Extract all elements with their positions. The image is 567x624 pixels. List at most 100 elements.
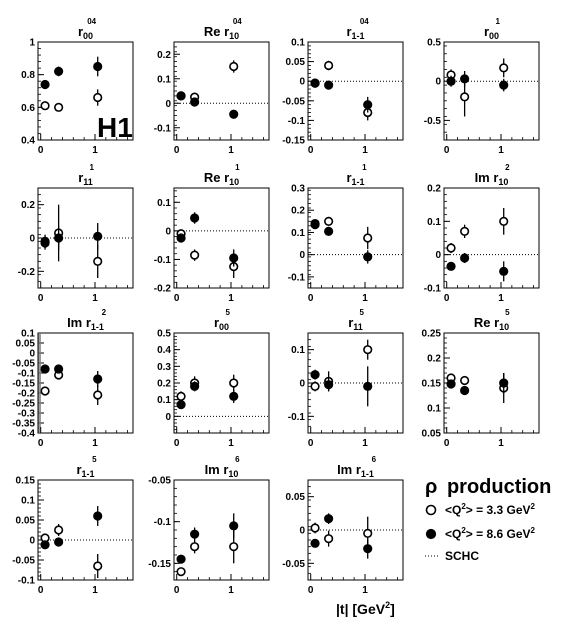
y-tick-label: 0.4 xyxy=(21,136,35,147)
y-tick-label: -0.1 xyxy=(288,272,306,283)
data-point-filled xyxy=(363,252,373,262)
legend-item-open: <Q2> = 3.3 GeV2 xyxy=(445,502,536,517)
data-point-filled xyxy=(460,253,470,263)
panel-title-superscript: 1 xyxy=(89,163,94,172)
y-tick-label: 0.1 xyxy=(21,496,35,507)
y-tick-label: 0 xyxy=(299,250,305,261)
panel-frame xyxy=(37,41,134,141)
panel-title-subscript: 1-1 xyxy=(352,31,365,41)
legend-item-filled-post: > = 8.6 GeV xyxy=(466,527,531,541)
x-tick-label: 1 xyxy=(228,438,234,449)
x-axis-title-text: |t| [GeV xyxy=(336,601,386,617)
data-point-filled xyxy=(40,79,50,90)
panel-frame xyxy=(307,187,404,289)
panel-title-subscript: 10 xyxy=(229,177,239,187)
svg-text:ρ production: ρ production xyxy=(425,476,551,498)
data-point-filled xyxy=(93,374,103,384)
panel-title-superscript: 1 xyxy=(362,163,367,172)
data-point-open xyxy=(324,534,334,544)
legend-title-word: production xyxy=(447,476,551,498)
x-tick-label: 0 xyxy=(308,585,314,596)
data-point-open xyxy=(499,216,509,226)
y-tick-label: 0 xyxy=(435,77,441,88)
data-point-filled xyxy=(310,538,320,548)
x-tick-label: 0 xyxy=(308,293,314,304)
legend-item-schc: SCHC xyxy=(445,549,479,563)
panel-title-symbol: r xyxy=(86,315,91,330)
panel-title-superscript: 5 xyxy=(505,308,510,317)
legend-open-circle-marker xyxy=(425,504,437,516)
legend-item-filled-sup: 2 xyxy=(461,526,466,535)
panel-title-superscript: 2 xyxy=(102,308,107,317)
panel-title-prefix: Im xyxy=(205,462,224,477)
x-tick-label: 1 xyxy=(228,293,234,304)
y-tick-label: 0.15 xyxy=(16,476,36,487)
x-tick-label: 1 xyxy=(362,585,368,596)
y-tick-label: 0.05 xyxy=(422,429,442,440)
y-tick-label: -0.2 xyxy=(154,284,172,295)
y-tick-label: 0.1 xyxy=(157,74,171,85)
data-point-filled xyxy=(190,529,200,539)
panel-frame xyxy=(173,41,270,141)
panel-frame xyxy=(37,187,134,289)
x-tick-label: 1 xyxy=(362,145,368,156)
x-axis-title-close: ] xyxy=(390,601,395,617)
panel-title-superscript: 04 xyxy=(87,17,96,26)
panel-title-symbol: r xyxy=(223,462,228,477)
y-tick-label: 0.1 xyxy=(291,345,305,356)
data-point-open xyxy=(40,386,50,396)
panel-title-symbol: r xyxy=(78,170,83,185)
panel-title-prefix: Re xyxy=(204,24,224,39)
y-tick-label: 0.25 xyxy=(422,329,442,340)
data-point-filled xyxy=(446,261,456,271)
y-tick-label: -0.05 xyxy=(282,559,305,570)
panel-frame xyxy=(37,332,134,434)
x-tick-label: 1 xyxy=(92,293,98,304)
data-point-open xyxy=(460,92,470,102)
panel-title-symbol: r xyxy=(224,24,229,39)
data-point-filled xyxy=(363,381,373,391)
panel-title: r1-1 xyxy=(346,24,364,41)
panel-title-superscript: 04 xyxy=(233,17,242,26)
panel-title-subscript: 00 xyxy=(489,31,499,41)
data-point-filled xyxy=(176,91,186,101)
y-tick-label: -0.15 xyxy=(12,379,35,390)
panel-title: Re r10 xyxy=(474,315,509,332)
panel-title-symbol: r xyxy=(76,462,81,477)
y-tick-label: 0.05 xyxy=(16,516,36,527)
panel-title: r11 xyxy=(78,170,93,187)
y-tick-label: 0 xyxy=(299,77,305,88)
data-point-filled xyxy=(460,385,470,396)
x-tick-label: 1 xyxy=(362,293,368,304)
x-tick-label: 1 xyxy=(498,145,504,156)
y-tick-label: 0.05 xyxy=(286,57,306,68)
data-point-filled xyxy=(190,381,200,391)
data-point-open xyxy=(40,101,50,111)
panel-title: r11 xyxy=(348,315,363,332)
legend-title-symbol: ρ xyxy=(425,476,437,498)
data-point-filled xyxy=(363,544,373,554)
panel-frame xyxy=(307,479,404,581)
panel-title-prefix: Im xyxy=(67,315,86,330)
data-point-open xyxy=(363,345,373,355)
legend-item-open-sup: 2 xyxy=(461,502,466,511)
panel-title: r00 xyxy=(214,315,229,332)
data-point-open xyxy=(229,542,239,552)
data-point-filled xyxy=(40,238,50,248)
y-tick-label: -0.1 xyxy=(18,576,36,587)
panel-title-symbol: r xyxy=(346,170,351,185)
data-point-filled xyxy=(176,554,186,564)
data-point-filled xyxy=(54,364,64,374)
y-tick-label: 0.1 xyxy=(291,228,305,239)
legend-item-filled-sup2: 2 xyxy=(531,526,536,535)
panel-frame xyxy=(37,479,134,581)
data-point-filled xyxy=(324,226,334,236)
x-tick-label: 0 xyxy=(444,293,450,304)
panel-title-superscript: 04 xyxy=(360,17,369,26)
y-tick-label: -0.1 xyxy=(424,284,442,295)
data-point-filled xyxy=(176,400,186,410)
